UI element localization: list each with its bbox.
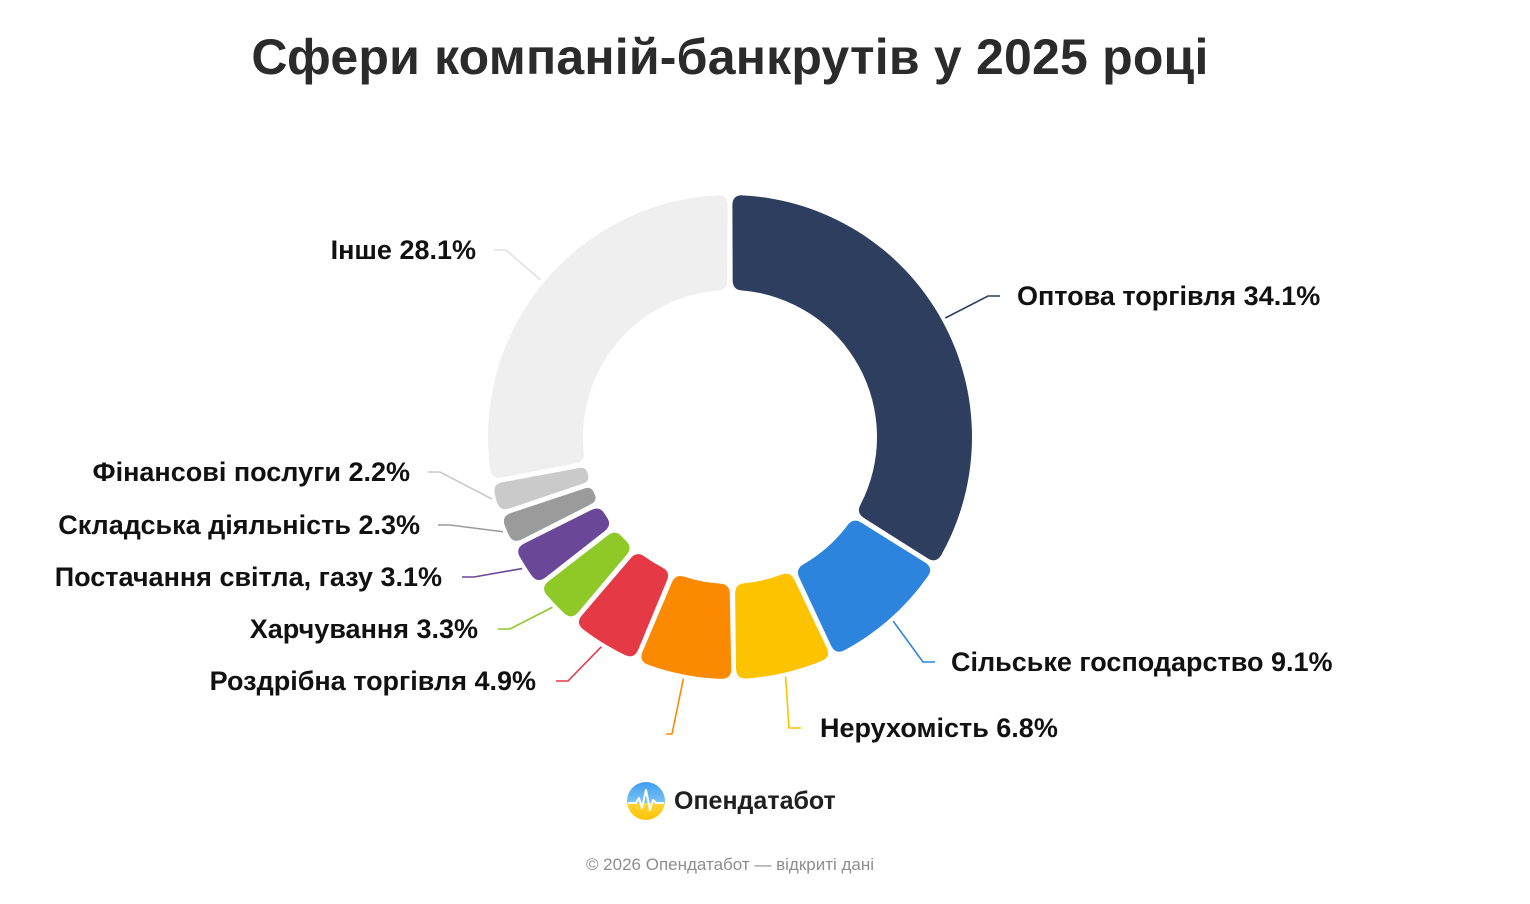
leader-line-4 [666, 678, 685, 735]
donut-slice-1 [732, 195, 973, 561]
footer-copyright: © 2026 Опендатабот — відкриті дані [585, 855, 875, 874]
leader-line-10 [494, 249, 542, 281]
leader-line-5 [556, 646, 602, 682]
leader-line-3 [784, 676, 801, 729]
leader-line-1 [944, 295, 1000, 319]
slice-label-5: Роздрібна торгівля 4.9% [210, 666, 536, 696]
donut-slice-9 [494, 467, 589, 510]
leader-line-2 [892, 620, 935, 663]
slice-label-1: Оптова торгівля 34.1% [1017, 281, 1320, 311]
donut-slice-7 [518, 508, 610, 581]
brand-name: Опендатабот [674, 786, 836, 815]
donut-slices [487, 195, 973, 679]
slice-label-7: Постачання світла, газу 3.1% [55, 562, 442, 592]
slice-label-2: Сільське господарство 9.1% [951, 647, 1333, 677]
donut-slice-5 [578, 554, 669, 657]
brand: Опендатабот [626, 780, 836, 822]
donut-slice-6 [544, 532, 630, 617]
slice-labels: Оптова торгівля 34.1% Сільське господарст… [55, 235, 1333, 743]
donut-slice-3 [735, 573, 829, 679]
slice-label-9: Фінансові послуги 2.2% [93, 457, 410, 487]
donut-slice-2 [797, 520, 931, 652]
slice-label-6: Харчування 3.3% [250, 614, 478, 644]
leader-line-6 [498, 606, 553, 630]
leader-lines [428, 249, 1000, 735]
slice-label-10: Інше 28.1% [331, 235, 476, 265]
leader-line-9 [428, 471, 493, 500]
leader-line-7 [462, 567, 523, 578]
chart-title: Сфери компаній-банкрутів у 2025 році [251, 29, 1209, 85]
donut-slice-8 [503, 487, 596, 541]
leader-line-8 [438, 524, 504, 533]
donut-slice-10 [487, 195, 728, 478]
slice-label-3: Нерухомість 6.8% [820, 713, 1058, 743]
donut-slice-4 [641, 575, 732, 679]
slice-label-8: Складська діяльність 2.3% [58, 510, 420, 540]
opendatabot-logo-icon [627, 782, 665, 820]
